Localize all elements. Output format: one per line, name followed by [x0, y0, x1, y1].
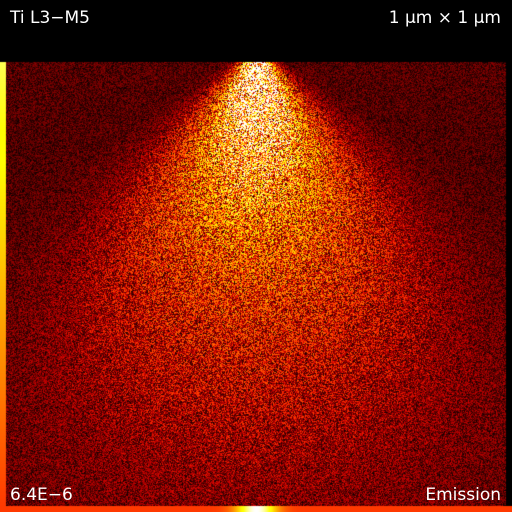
- element-transition-label: Ti L3−M5: [10, 8, 91, 28]
- scale-label: 1 μm × 1 μm: [388, 8, 501, 28]
- max-intensity-label: 6.4E−6: [10, 485, 73, 505]
- map-type-label: Emission: [425, 485, 501, 505]
